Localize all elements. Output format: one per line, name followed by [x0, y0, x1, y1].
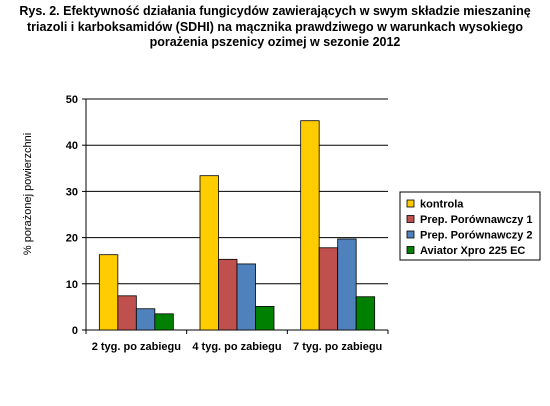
- bar: [236, 263, 256, 331]
- y-tick-label: 10: [66, 279, 78, 291]
- bar: [154, 313, 174, 331]
- legend-box: [399, 191, 541, 261]
- bar: [117, 295, 137, 331]
- y-tick-label: 30: [66, 186, 78, 198]
- chart-title: Rys. 2. Efektywność działania fungicydów…: [19, 4, 531, 49]
- bar: [199, 175, 219, 331]
- bar: [135, 308, 156, 331]
- y-tick-label: 0: [72, 325, 78, 337]
- legend-swatch: [406, 215, 415, 223]
- bar: [318, 247, 339, 331]
- bar: [218, 258, 238, 331]
- bar: [337, 238, 357, 331]
- legend-label: Aviator Xpro 225 EC: [420, 245, 525, 257]
- bar: [255, 306, 275, 331]
- legend-swatch: [406, 246, 415, 254]
- bar: [98, 254, 119, 331]
- y-tick-label: 50: [66, 94, 78, 106]
- legend-label: Prep. Porównawczy 1: [420, 214, 532, 226]
- legend: kontrola Prep. Porównawczy 1 Prep. Porówna…: [399, 191, 541, 261]
- x-tick-label: 2 tyg. po zabiegu: [92, 341, 181, 353]
- y-axis-label: % porażonej powierzchni: [22, 133, 34, 255]
- legend-label: kontrola: [420, 199, 464, 211]
- legend-swatch: [406, 199, 415, 208]
- legend-label: Prep. Porównawczy 2: [420, 230, 532, 242]
- bar: [355, 296, 376, 331]
- legend-swatch: [406, 230, 415, 239]
- y-tick-label: 40: [66, 140, 78, 152]
- y-tick-label: 20: [66, 233, 78, 245]
- x-tick-label: 7 tyg. po zabiegu: [293, 341, 382, 353]
- bar: [300, 120, 320, 331]
- x-tick-label: 4 tyg. po zabiegu: [192, 341, 281, 353]
